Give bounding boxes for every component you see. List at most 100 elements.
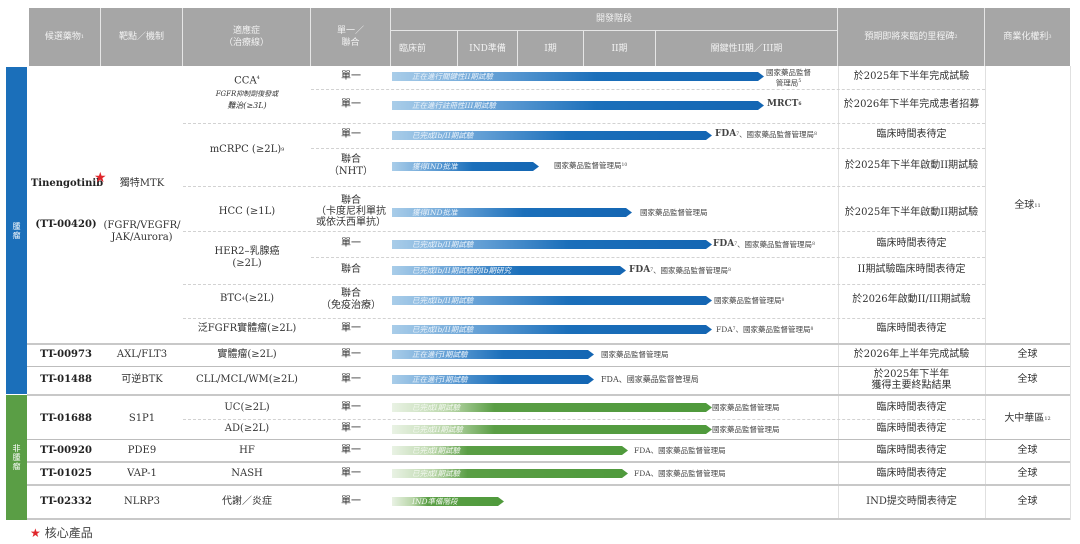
header-rights-label: 商業化權利 bbox=[1003, 32, 1049, 42]
row4-divider bbox=[183, 231, 985, 232]
row4-mode-line2: （卡度尼利單抗 bbox=[316, 205, 386, 217]
category-oncology-label: 腫瘤 bbox=[12, 221, 21, 240]
row0-divider bbox=[311, 89, 985, 90]
row0-regulator-sup: 5 bbox=[798, 79, 802, 84]
row2-regulator: FDA 7 、國家藥品監督管理局 8 bbox=[715, 130, 817, 140]
hcc-text: HCC (≥1L) bbox=[218, 206, 276, 217]
drug4-milestone-text: 臨床時間表待定 bbox=[876, 468, 947, 479]
drug3-indication-text: HF bbox=[239, 445, 255, 456]
stage-phase2-label: II期 bbox=[611, 43, 628, 54]
drug2-progress-bar2: 已完成II期試驗 bbox=[392, 425, 712, 434]
row4-milestone: 於2025年下半年啟動II期試驗 bbox=[838, 205, 985, 221]
drug2-mode2-text: 單一 bbox=[341, 423, 361, 434]
row5-regulator-sup: 7 bbox=[734, 242, 738, 247]
drug0-regulator-text: 國家藥品監督管理局 bbox=[601, 350, 669, 359]
drug0-target: AXL/FLT3 bbox=[102, 347, 182, 363]
row4-mode: 聯合 （卡度尼利單抗 或依沃西單抗） bbox=[311, 193, 391, 229]
row7-regulator-text: 國家藥品監督管理局 bbox=[714, 296, 782, 305]
header-mono-line2: 聯合 bbox=[341, 38, 360, 48]
row7-mode-line1: 聯合 bbox=[341, 288, 361, 299]
drug5-mode: 單一 bbox=[311, 494, 391, 510]
vline-milestone bbox=[838, 66, 839, 520]
row7-milestone: 於2026年啟動II/III期試驗 bbox=[838, 292, 985, 308]
drug4-regulator: FDA、國家藥品監督管理局 bbox=[634, 469, 726, 478]
header-stage-preclinical: 臨床前 bbox=[391, 31, 458, 66]
drug2-rights: 大中華區 12 bbox=[985, 411, 1070, 427]
row6-milestone: II期試驗臨床時間表待定 bbox=[838, 262, 985, 278]
row7-regulator-sup: 8 bbox=[781, 298, 785, 303]
drug1-regulator: FDA、國家藥品監督管理局 bbox=[601, 375, 699, 384]
row1-progress-bar: 正在進行註冊性III期試驗 bbox=[392, 101, 764, 110]
row3-mode-line2: （NHT） bbox=[328, 166, 374, 177]
row1-mode: 單一 bbox=[311, 97, 391, 113]
drug0-mode-text: 單一 bbox=[341, 349, 361, 360]
header-milestone-sup: 2 bbox=[954, 34, 958, 40]
drug4-mode: 單一 bbox=[311, 466, 391, 482]
row7-mode: 聯合 （免疫治療） bbox=[311, 287, 391, 313]
row3-regulator-text: 國家藥品監督管理局 bbox=[554, 161, 622, 170]
row4-progress-bar: 獲得IND批准 bbox=[392, 208, 632, 217]
indication-mcrpc: mCRPC (≥2L) 9 bbox=[183, 142, 311, 158]
tinengotinib-name: Tinengotinib bbox=[30, 176, 104, 192]
row5-regulator-sup-b: 8 bbox=[812, 242, 815, 247]
drug1-bar-label: 正在進行I期試驗 bbox=[412, 375, 468, 384]
drug2-milestone2: 臨床時間表待定 bbox=[838, 421, 985, 437]
drug2-progress-bar: 已完成I期試驗 bbox=[392, 403, 712, 412]
row0-mode-text: 單一 bbox=[341, 71, 361, 82]
drug4-progress-bar: 已完成I期試驗 bbox=[392, 469, 628, 478]
tinengotinib-target-line2: (FGFR/VEGFR/ bbox=[103, 220, 181, 231]
drug1-name: TT-01488 bbox=[30, 372, 102, 388]
row0-regulator: 國家藥品監督 管理局5 bbox=[766, 68, 811, 88]
cca-subtitle: FGFR抑制劑復發或 bbox=[215, 89, 279, 98]
oncology-bottom-divider bbox=[27, 394, 1070, 396]
drug5-bar-label: IND準備階段 bbox=[412, 497, 458, 506]
drug1-mode-text: 單一 bbox=[341, 374, 361, 385]
drug0-milestone: 於2026年上半年完成試驗 bbox=[838, 347, 985, 363]
row0-regulator-line2-text: 管理局 bbox=[775, 78, 799, 88]
drug0-name-text: TT-00973 bbox=[40, 349, 92, 360]
legend: ★ 核心產品 bbox=[30, 524, 93, 541]
drug5-rights-text: 全球 bbox=[1017, 496, 1038, 507]
drug2-indication: UC(≥2L) bbox=[183, 400, 311, 416]
tinengotinib-rights-sup: 11 bbox=[1034, 203, 1041, 209]
drug3-progress-bar: 已完成I期試驗 bbox=[392, 446, 628, 455]
stage-pivotal-label: 關鍵性II期／III期 bbox=[710, 43, 783, 54]
drug0-rights-text: 全球 bbox=[1017, 349, 1038, 360]
drug1-rights-text: 全球 bbox=[1017, 374, 1038, 385]
drug1-milestone: 於2025年下半年 獲得主要終點結果 bbox=[838, 367, 985, 393]
row3-milestone: 於2025年下半年啟動II期試驗 bbox=[838, 158, 985, 174]
drug0-regulator: 國家藥品監督管理局 bbox=[601, 350, 669, 359]
header-dev-stage: 開發階段 bbox=[391, 8, 838, 30]
legend-star-icon: ★ bbox=[30, 525, 41, 540]
drug1-target: 可逆BTK bbox=[102, 372, 182, 388]
drug2-name: TT-01688 bbox=[30, 411, 102, 427]
btc-text: BTC bbox=[219, 293, 242, 304]
header-candidate-label: 候選藥物 bbox=[44, 32, 81, 42]
drug1-target-text: 可逆BTK bbox=[121, 374, 163, 385]
row8-mode: 單一 bbox=[311, 321, 391, 337]
drug2-regulator2: 國家藥品監督管理局 bbox=[712, 425, 780, 434]
drug5-target: NLRP3 bbox=[102, 494, 182, 510]
drug2-mode2: 單一 bbox=[311, 421, 391, 437]
row8-regulator: FDA 7 、國家藥品監督管理局 8 bbox=[716, 325, 813, 334]
row4-regulator: 國家藥品監督管理局 bbox=[640, 208, 708, 217]
drug2-target: S1P1 bbox=[102, 411, 182, 427]
row2-mode: 單一 bbox=[311, 127, 391, 143]
drug5-indication: 代謝／炎症 bbox=[183, 494, 311, 510]
row6-milestone-text: II期試驗臨床時間表待定 bbox=[857, 264, 966, 275]
row1-bar-label: 正在進行註冊性III期試驗 bbox=[412, 101, 496, 110]
row1-regulator-sup: 6 bbox=[798, 102, 802, 107]
drug0-indication-text: 實體瘤(≥2L) bbox=[217, 349, 277, 360]
header-milestone-label: 預期即將來臨的里程碑 bbox=[864, 32, 955, 42]
row5-regulator-fda: FDA bbox=[713, 239, 735, 249]
drug0-indication: 實體瘤(≥2L) bbox=[183, 347, 311, 363]
drug3-name-text: TT-00920 bbox=[40, 445, 92, 456]
drug4-mode-text: 單一 bbox=[341, 468, 361, 479]
drug2-regulator-text: 國家藥品監督管理局 bbox=[712, 403, 780, 412]
drug4-target-text: VAP-1 bbox=[127, 468, 157, 479]
cca-sup: 4 bbox=[256, 75, 260, 82]
indication-cca: CCA4 FGFR抑制劑復發或 難治(≥3L) bbox=[183, 72, 311, 112]
row2-regulator-sup: 7 bbox=[736, 132, 740, 137]
row6-regulator-fda: FDA bbox=[629, 265, 651, 275]
drug2-rights-sup: 12 bbox=[1044, 416, 1051, 422]
